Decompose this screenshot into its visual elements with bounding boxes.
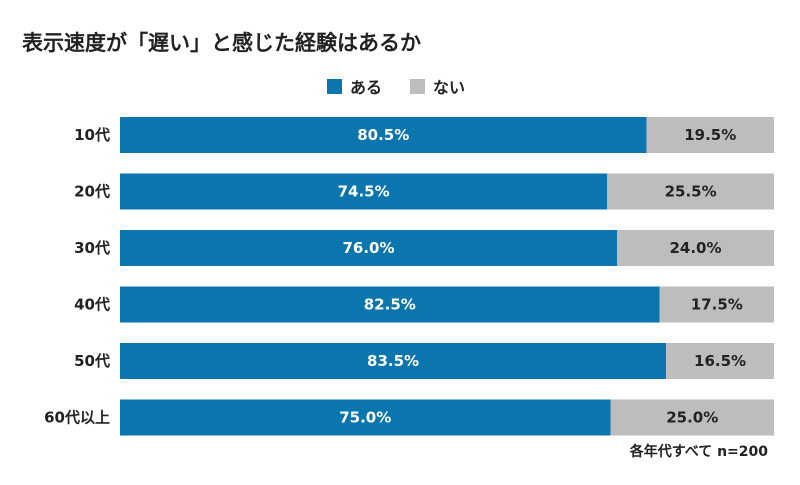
data-label-1-2: 74.5% xyxy=(338,183,390,201)
data-label-2-2: 25.5% xyxy=(665,183,717,201)
data-label-2-4: 17.5% xyxy=(691,296,743,314)
bar-1-6 xyxy=(120,399,611,436)
legend-swatch-1 xyxy=(327,79,342,94)
category-label-4: 40代 xyxy=(74,296,110,314)
data-label-1-4: 82.5% xyxy=(364,296,416,314)
bar-2-1 xyxy=(646,117,774,153)
category-label-6: 60代以上 xyxy=(44,409,110,427)
bar-2-2 xyxy=(607,173,774,210)
bar-1-5 xyxy=(120,343,667,379)
bar-1-1 xyxy=(120,117,647,153)
legend-swatch-2 xyxy=(410,79,425,94)
bar-1-3 xyxy=(120,230,618,266)
data-label-2-1: 19.5% xyxy=(684,126,736,144)
category-label-5: 50代 xyxy=(74,352,110,370)
legend: ある ない xyxy=(327,78,465,97)
data-label-2-5: 16.5% xyxy=(694,352,746,370)
category-label-3: 30代 xyxy=(74,239,110,257)
chart-title: 表示速度が「遅い」と感じた経験はあるか xyxy=(22,31,421,55)
category-label-1: 10代 xyxy=(74,126,110,144)
data-label-2-6: 25.0% xyxy=(666,409,718,427)
data-label-1-5: 83.5% xyxy=(367,352,419,370)
legend-label-2: ない xyxy=(433,78,465,97)
data-label-1-6: 75.0% xyxy=(339,409,391,427)
bar-2-3 xyxy=(617,230,774,266)
data-label-1-3: 76.0% xyxy=(342,239,394,257)
legend-label-1: ある xyxy=(350,78,382,97)
category-label-2: 20代 xyxy=(74,183,110,201)
data-label-2-3: 24.0% xyxy=(669,239,721,257)
sample-size-note: 各年代すべて n=200 xyxy=(629,443,769,460)
bar-1-4 xyxy=(120,286,660,323)
bar-2-5 xyxy=(666,343,774,379)
bar-2-6 xyxy=(610,399,774,436)
bar-1-2 xyxy=(120,173,608,210)
data-label-1-1: 80.5% xyxy=(357,126,409,144)
bar-2-4 xyxy=(659,286,774,323)
bars: 10代 80.5% 19.5% 20代 74.5% 25.5% 30代 76.0% 24.0% 4… xyxy=(44,117,774,436)
